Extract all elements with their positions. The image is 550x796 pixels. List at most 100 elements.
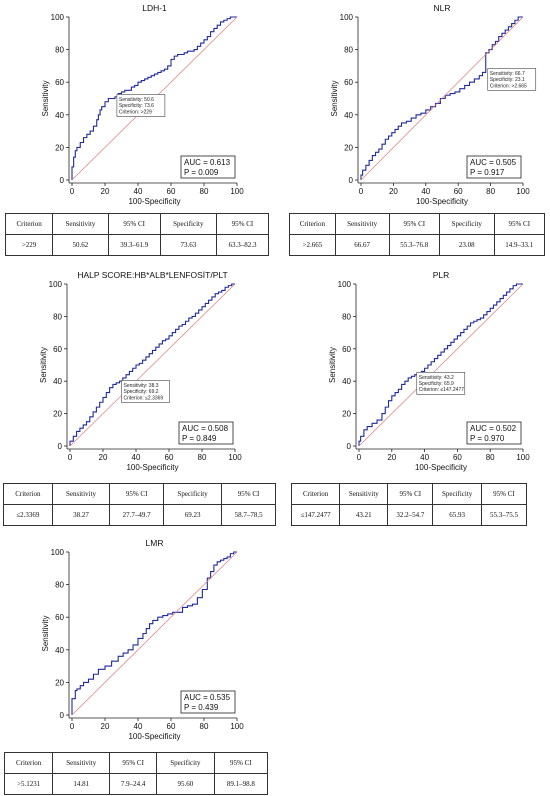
table-cell: 39.3–61.9 — [107, 234, 161, 256]
annotation-text: Criterion: ≤147.2477 — [419, 387, 464, 393]
table-header-row: Criterion Sensitivity 95% CI Specificity 95%… — [289, 213, 546, 235]
table-cell: 14.81 — [52, 773, 111, 795]
table-cell: ≤2.3369 — [3, 504, 53, 526]
table-row: >5.1231 14.81 7.9–24.4 95.60 89.1–98.8 — [3, 773, 269, 795]
x-tick-label: 20 — [387, 453, 396, 462]
table-row: >2.665 66.67 55.3–76.8 23.08 14.9–33.1 — [289, 234, 546, 256]
x-tick-label: 40 — [134, 187, 143, 196]
p-value: P = 0.917 — [470, 168, 505, 177]
reference-diagonal-line — [358, 283, 524, 447]
table-cell: 7.9–24.4 — [109, 773, 158, 795]
results-table-halp: Criterion Sensitivity 95% CI Specificity 95%… — [3, 483, 276, 526]
y-tick-label: 0 — [60, 711, 65, 720]
y-tick-label: 100 — [338, 280, 352, 289]
table-header-cell: Sensitivity — [334, 213, 390, 235]
table-header-cell: 95% CI — [480, 483, 528, 505]
y-tick-label: 20 — [55, 678, 64, 687]
auc-value: AUC = 0.613 — [184, 158, 231, 167]
x-axis-label: 100-Specificity — [415, 463, 467, 472]
annotation-box — [116, 94, 166, 117]
x-tick-label: 20 — [101, 722, 110, 731]
y-tick-label: 60 — [344, 78, 353, 87]
annotation-text: Criterion: ≤2.3369 — [124, 395, 164, 401]
chart-title: NLR — [433, 3, 450, 13]
x-tick-label: 80 — [200, 722, 209, 731]
y-axis-label: Sensitivity — [41, 80, 50, 116]
x-axis-label: 100-Specificity — [128, 197, 180, 206]
chart-panel-nlr: NLR 0 0 20 20 40 40 60 60 80 80 100 100 100-Specifici… — [285, 0, 550, 206]
y-tick-label: 80 — [53, 312, 62, 321]
x-tick-label: 0 — [70, 187, 75, 196]
x-tick-label: 40 — [134, 722, 143, 731]
auc-value: AUC = 0.508 — [182, 424, 229, 433]
table-cell: 95.60 — [156, 773, 215, 795]
auc-value: AUC = 0.505 — [470, 158, 517, 167]
y-tick-label: 20 — [53, 410, 62, 419]
table-header-cell: 95% CI — [213, 752, 269, 774]
annotation-text: Sensitivity: 43.2 — [419, 375, 454, 381]
y-tick-label: 0 — [347, 442, 352, 451]
y-tick-label: 60 — [342, 345, 351, 354]
y-tick-label: 40 — [55, 111, 64, 120]
table-cell: 27.7–49.7 — [109, 504, 165, 526]
chart-panel-halp: HALP SCORE:HB*ALB*LENFOSİT/PLT 0 0 20 20 40 40… — [0, 240, 265, 475]
annotation-text: Sensitivity: 38.3 — [124, 383, 159, 389]
y-tick-label: 0 — [60, 176, 65, 185]
results-table-lmr: Criterion Sensitivity 95% CI Specificity 95%… — [3, 752, 269, 795]
table-cell: 55.3–75.5 — [480, 504, 528, 526]
table-header-cell: Criterion — [290, 483, 341, 505]
x-tick-label: 40 — [421, 187, 430, 196]
table-header-cell: Criterion — [3, 483, 53, 505]
annotation-text: Criterion: >2.665 — [490, 83, 527, 89]
y-axis-label: Sensitivity — [328, 347, 337, 383]
auc-box-frame — [180, 155, 236, 179]
x-tick-label: 0 — [359, 187, 364, 196]
y-tick-label: 100 — [49, 280, 63, 289]
table-header-cell: Specificity — [163, 483, 223, 505]
y-tick-label: 40 — [55, 646, 64, 655]
annotation-text: Specificity: 65.9 — [419, 381, 454, 387]
y-tick-label: 40 — [342, 377, 351, 386]
x-tick-label: 0 — [70, 722, 75, 731]
y-tick-label: 80 — [55, 46, 64, 55]
annotation-box — [416, 372, 466, 395]
table-cell: 69.23 — [163, 504, 223, 526]
chart-panel-lmr: LMR 0 0 20 20 40 40 60 60 80 80 100 100 100-Specifici… — [0, 520, 265, 745]
results-table-nlr: Criterion Sensitivity 95% CI Specificity 95%… — [289, 213, 546, 256]
table-header-cell: 95% CI — [221, 483, 276, 505]
x-tick-label: 80 — [486, 187, 495, 196]
annotation-text: Specificity: 73.6 — [119, 103, 154, 109]
y-tick-label: 0 — [349, 176, 354, 185]
annotation-text: Criterion: >229 — [119, 109, 152, 115]
table-cell: 23.08 — [439, 234, 495, 256]
table-cell: >2.665 — [289, 234, 336, 256]
x-tick-label: 20 — [389, 187, 398, 196]
table-cell: >5.1231 — [3, 773, 54, 795]
table-header-row: Criterion Sensitivity 95% CI Specificity 95%… — [3, 483, 276, 505]
x-tick-label: 60 — [453, 453, 462, 462]
chart-title: PLR — [433, 270, 450, 280]
table-header-row: Criterion Sensitivity 95% CI Specificity 95%… — [3, 752, 269, 774]
table-cell: 38.27 — [51, 504, 111, 526]
roc-curve-line — [360, 16, 523, 180]
x-tick-label: 80 — [198, 453, 207, 462]
y-tick-label: 60 — [55, 613, 64, 622]
annotation-box — [487, 68, 537, 91]
table-header-row: Criterion Sensitivity 95% CI Specificity 95%… — [290, 483, 528, 505]
table-header-cell: 95% CI — [388, 213, 441, 235]
table-header-cell: Criterion — [289, 213, 336, 235]
table-cell: 43.21 — [339, 504, 389, 526]
y-tick-label: 100 — [51, 548, 65, 557]
table-cell: 55.3–76.8 — [388, 234, 441, 256]
table-header-cell: Sensitivity — [52, 752, 111, 774]
table-header-cell: 95% CI — [387, 483, 434, 505]
x-tick-label: 0 — [68, 453, 73, 462]
annotation-text: Specificity: 23.1 — [490, 77, 525, 83]
auc-box-frame — [178, 421, 234, 445]
y-tick-label: 60 — [55, 78, 64, 87]
table-header-cell: Specificity — [432, 483, 482, 505]
y-tick-label: 20 — [342, 410, 351, 419]
table-header-cell: 95% CI — [215, 213, 270, 235]
x-tick-label: 40 — [132, 453, 141, 462]
